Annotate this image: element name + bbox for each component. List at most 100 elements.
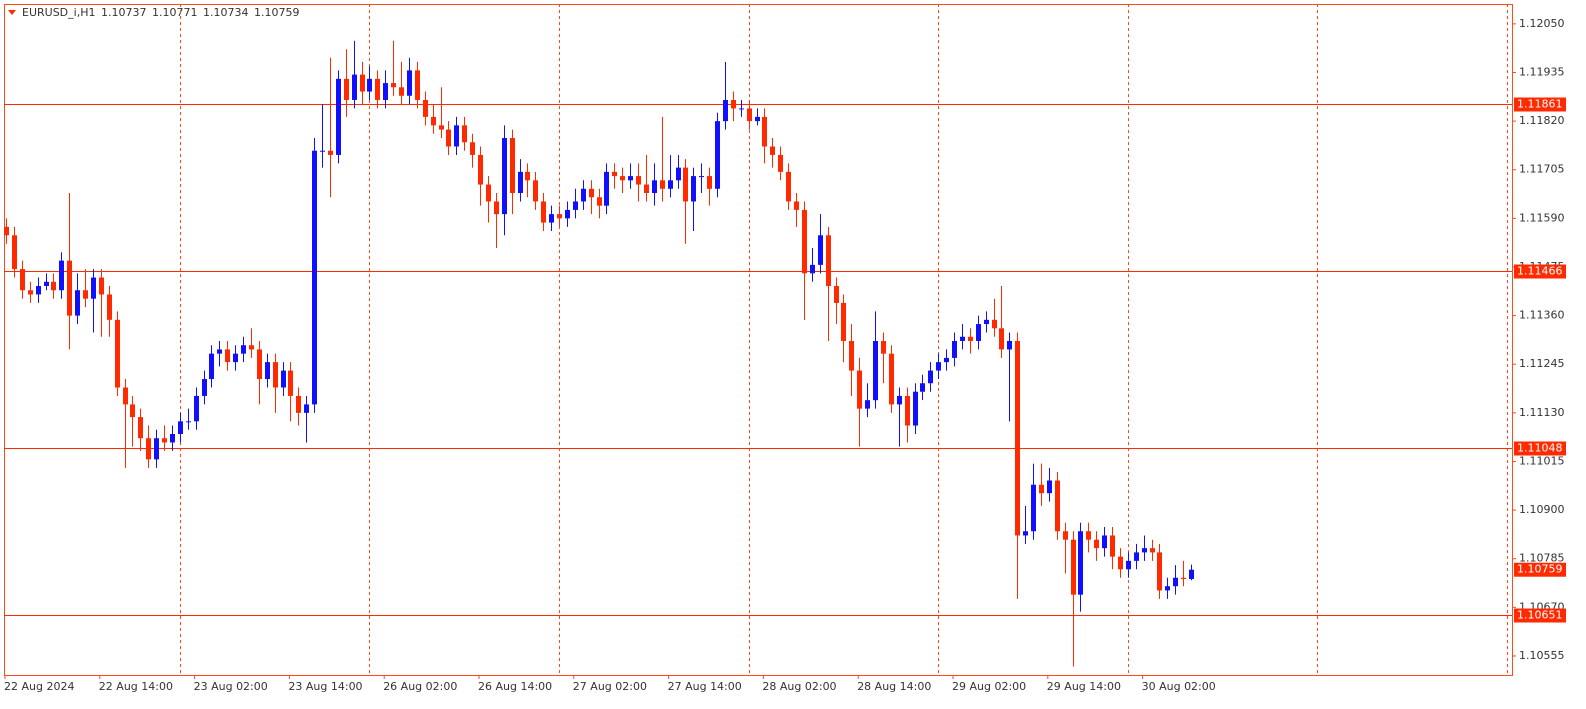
candle-body (502, 138, 507, 215)
candle-body (1142, 548, 1147, 553)
candle-body (865, 400, 870, 409)
candle-body (486, 184, 491, 202)
candle-body (75, 290, 80, 316)
candle-body (644, 184, 649, 193)
candle-body (984, 319, 989, 325)
candle-body (683, 167, 688, 202)
candle-body (423, 99, 428, 117)
candle-body (257, 349, 262, 380)
candle-body (399, 87, 404, 96)
candle-body (747, 108, 752, 122)
candle-body (699, 176, 704, 178)
candle-body (1094, 539, 1099, 549)
candle-body (731, 99, 736, 109)
price-label: 1.10759 (1517, 563, 1563, 576)
candle-body (225, 349, 230, 363)
candle-body (762, 116, 767, 147)
candle-body (818, 235, 823, 265)
candle-body (1063, 531, 1068, 540)
x-tick-label: 23 Aug 02:00 (194, 680, 268, 693)
candle-body (360, 74, 365, 92)
plot-frame (4, 4, 1513, 676)
candle-body (328, 150, 333, 155)
candle-body (123, 387, 128, 405)
candle-body (107, 294, 112, 320)
candle-body (510, 138, 515, 193)
candle-body (960, 336, 965, 341)
candle-body (99, 277, 104, 295)
candle-body (1126, 560, 1131, 570)
candle-body (802, 209, 807, 274)
candle-body (470, 142, 475, 155)
candle-body (928, 370, 933, 384)
candle-body (565, 209, 570, 219)
candle-body (320, 150, 325, 152)
price-tag (1514, 562, 1566, 577)
y-tick-label: 1.11360 (1519, 309, 1565, 322)
candle-body (976, 324, 981, 341)
candle-body (178, 421, 183, 434)
candle-body (881, 340, 886, 354)
candle-body (849, 340, 854, 371)
candle-body (115, 319, 120, 388)
candle-body (905, 395, 910, 426)
x-tick-label: 28 Aug 14:00 (857, 680, 931, 693)
candle-body (281, 370, 286, 388)
candle-body (20, 269, 25, 291)
candle-body (707, 176, 712, 189)
candle-body (1071, 539, 1076, 595)
candle-body (581, 188, 586, 202)
candle-body (604, 171, 609, 206)
candle-body (478, 154, 483, 185)
candle-body (209, 353, 214, 380)
candle-body (186, 421, 191, 423)
candle-body (1134, 552, 1139, 561)
candle-body (391, 83, 396, 88)
candle-body (857, 370, 862, 409)
level-label: 1.11048 (1517, 442, 1563, 455)
candle-body (897, 395, 902, 405)
candle-body (162, 438, 167, 443)
candle-body (431, 116, 436, 126)
y-tick-label: 1.11590 (1519, 211, 1565, 224)
x-tick-label: 27 Aug 02:00 (573, 680, 647, 693)
candle-body (352, 74, 357, 100)
candle-body (1055, 480, 1060, 532)
y-tick-label: 1.10900 (1519, 503, 1565, 516)
candle-body (573, 201, 578, 210)
candle-body (336, 78, 341, 155)
candle-body (660, 180, 665, 189)
candle-body (1039, 484, 1044, 494)
candle-body (873, 340, 878, 401)
candle-body (462, 125, 467, 143)
candle-body (344, 78, 349, 100)
candle-body (36, 286, 41, 295)
candle-body (1078, 531, 1083, 595)
candle-body (612, 171, 617, 177)
candle-body (12, 235, 17, 270)
y-tick-label: 1.11245 (1519, 357, 1565, 370)
y-tick-label: 1.10555 (1519, 649, 1565, 662)
candle-body (755, 116, 760, 122)
candle-body (834, 286, 839, 303)
level-label: 1.10651 (1517, 609, 1563, 622)
candle-body (841, 302, 846, 341)
candle-body (786, 171, 791, 202)
candle-body (454, 125, 459, 147)
candle-body (889, 353, 894, 405)
header: EURUSD_i,H1 1.10737 1.10771 1.10734 1.10… (8, 6, 300, 19)
candle-body (794, 201, 799, 210)
symbol: EURUSD_i,H1 (22, 6, 95, 19)
x-tick-label: 30 Aug 02:00 (1142, 680, 1216, 693)
candle-body (415, 70, 420, 100)
candle-body (810, 264, 815, 274)
candle-body (652, 180, 657, 193)
candle-body (383, 83, 388, 100)
candle-body (494, 201, 499, 215)
collapse-arrow[interactable] (8, 10, 16, 15)
candle-body (273, 362, 278, 388)
candle-body (1023, 531, 1028, 536)
candle-body (265, 362, 270, 380)
ohlc-low: 1.10734 (203, 6, 249, 19)
